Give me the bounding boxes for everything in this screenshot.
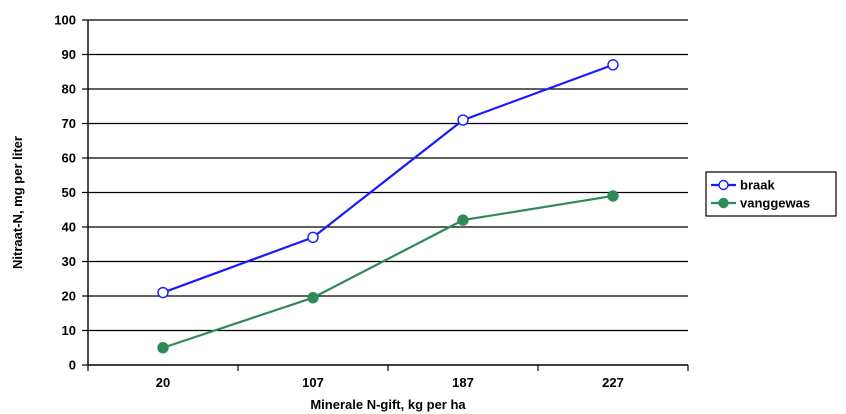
data-point-braak-107 <box>307 231 319 244</box>
y-tick-label: 60 <box>62 151 76 166</box>
data-point-braak-227 <box>607 59 619 71</box>
legend-item-vanggewas: vanggewas <box>711 196 810 211</box>
data-point-braak-187 <box>457 114 469 126</box>
series-line-vanggewas <box>162 194 614 349</box>
series-line-braak <box>162 63 614 294</box>
legend-marker-braak <box>718 179 729 191</box>
y-tick-label: 40 <box>62 220 76 235</box>
y-tick-label: 20 <box>62 289 76 304</box>
y-tick-label: 70 <box>62 116 76 131</box>
legend-label-braak: braak <box>740 178 775 193</box>
y-tick-label: 100 <box>54 13 76 28</box>
y-axis-title: Nitraat-N, mg per liter <box>10 136 25 269</box>
y-tick-label: 80 <box>62 82 76 97</box>
x-tick-label: 187 <box>452 375 474 390</box>
legend-box <box>705 171 837 217</box>
y-tick-label: 10 <box>62 323 76 338</box>
x-tick-label: 227 <box>602 375 624 390</box>
y-tick-labels: 0 10 20 30 40 50 60 70 80 90 100 <box>54 13 76 373</box>
x-tick-labels: 20 107 187 227 <box>156 375 624 390</box>
x-tick-label: 107 <box>302 375 324 390</box>
legend-marker-vanggewas <box>718 197 729 209</box>
x-tick-label: 20 <box>156 375 170 390</box>
axes <box>82 19 689 371</box>
series-braak <box>157 59 619 299</box>
gridlines <box>88 19 688 332</box>
y-tick-label: 30 <box>62 254 76 269</box>
legend-label-vanggewas: vanggewas <box>740 196 810 211</box>
data-point-braak-20 <box>157 286 169 299</box>
data-point-vanggewas-227 <box>607 190 619 202</box>
series-group <box>157 59 619 354</box>
series-vanggewas <box>157 190 619 354</box>
y-tick-label: 0 <box>69 358 76 373</box>
data-point-vanggewas-20 <box>157 342 169 354</box>
y-tick-label: 90 <box>62 47 76 62</box>
legend: braak vanggewas <box>705 171 837 217</box>
y-tick-label: 50 <box>62 185 76 200</box>
legend-item-braak: braak <box>711 178 775 193</box>
x-axis-title: Minerale N-gift, kg per ha <box>310 397 466 412</box>
data-point-vanggewas-187 <box>457 214 469 226</box>
data-point-vanggewas-107 <box>307 292 319 304</box>
